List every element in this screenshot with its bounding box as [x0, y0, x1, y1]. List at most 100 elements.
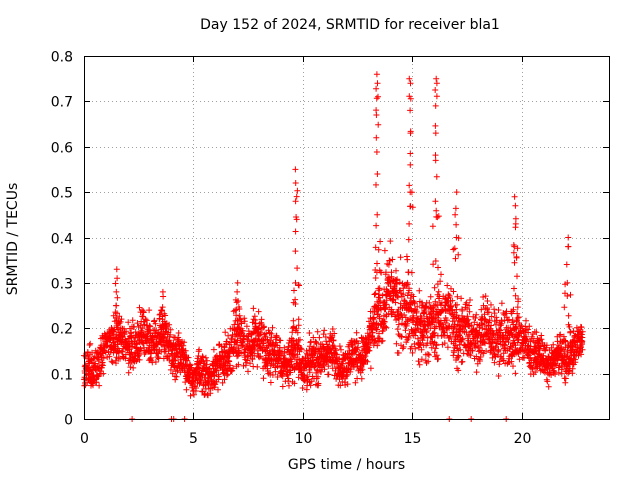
- data-point: [485, 309, 492, 316]
- data-point: [459, 335, 466, 342]
- data-point: [433, 75, 440, 82]
- data-point: [130, 364, 137, 371]
- y-tick-label: 0.7: [51, 95, 73, 111]
- data-point: [408, 269, 415, 276]
- data-point: [283, 371, 290, 378]
- x-axis-label: GPS time / hours: [287, 457, 406, 473]
- data-point: [515, 314, 522, 321]
- data-point: [395, 350, 402, 356]
- data-point: [505, 339, 512, 346]
- data-point: [292, 166, 299, 173]
- data-point: [550, 341, 557, 348]
- data-point: [578, 324, 585, 331]
- data-point: [89, 359, 96, 366]
- data-point: [176, 336, 183, 343]
- data-point: [291, 287, 297, 294]
- data-point: [529, 333, 536, 340]
- data-point: [256, 354, 263, 361]
- data-point: [509, 317, 516, 324]
- data-point: [291, 363, 298, 370]
- data-point: [407, 150, 414, 157]
- data-point: [407, 203, 414, 210]
- data-point: [316, 334, 323, 341]
- data-point: [152, 320, 159, 327]
- data-point: [96, 382, 103, 389]
- data-point: [379, 337, 386, 344]
- data-point: [572, 359, 579, 366]
- data-point: [373, 71, 380, 78]
- data-point: [407, 107, 414, 114]
- data-point: [533, 329, 540, 336]
- data-point: [376, 267, 383, 274]
- data-point: [514, 315, 521, 321]
- data-point: [306, 369, 313, 376]
- data-point: [402, 327, 409, 334]
- data-point: [400, 285, 407, 292]
- data-point: [292, 180, 299, 186]
- y-axis-label: SRMTID / TECUs: [5, 182, 21, 296]
- data-point: [510, 249, 517, 256]
- data-point: [142, 316, 149, 323]
- data-point: [495, 307, 502, 313]
- data-point: [372, 275, 379, 281]
- data-point: [388, 273, 395, 280]
- data-point: [404, 292, 411, 299]
- data-point: [295, 337, 302, 344]
- data-point: [510, 363, 516, 370]
- data-point: [241, 315, 248, 322]
- data-point: [435, 355, 442, 362]
- data-point: [233, 312, 240, 319]
- data-point: [184, 357, 191, 364]
- data-point: [435, 264, 441, 271]
- data-point: [466, 302, 473, 309]
- data-point: [483, 348, 490, 355]
- data-point: [401, 297, 408, 304]
- data-point: [274, 374, 281, 380]
- data-point: [159, 304, 166, 311]
- data-point: [268, 330, 275, 337]
- data-point: [394, 276, 401, 283]
- data-point: [181, 339, 188, 346]
- data-point: [223, 338, 230, 345]
- data-point: [442, 302, 449, 309]
- data-point: [538, 336, 545, 343]
- data-point: [373, 222, 380, 229]
- data-point: [418, 346, 425, 353]
- data-point: [375, 338, 382, 345]
- data-point: [392, 299, 399, 306]
- data-point: [382, 306, 389, 313]
- y-tick-label: 0: [64, 413, 73, 429]
- data-point: [294, 329, 301, 336]
- data-point: [359, 338, 366, 345]
- data-point: [374, 260, 380, 267]
- data-point: [512, 202, 519, 209]
- data-point: [314, 328, 321, 335]
- data-point: [109, 359, 116, 366]
- data-point: [376, 330, 382, 337]
- data-point: [565, 321, 572, 328]
- data-point: [374, 326, 380, 333]
- data-point: [433, 80, 440, 87]
- data-point: [511, 285, 517, 292]
- data-point: [234, 325, 241, 332]
- data-point: [313, 340, 320, 347]
- data-point: [185, 354, 192, 361]
- data-point: [518, 322, 525, 329]
- data-point: [508, 331, 515, 337]
- data-point: [525, 329, 532, 336]
- data-point: [255, 308, 262, 315]
- data-point: [226, 358, 233, 365]
- data-point: [213, 367, 220, 374]
- data-point: [484, 298, 491, 304]
- data-point: [469, 347, 476, 354]
- data-point: [523, 317, 529, 324]
- data-point: [452, 211, 459, 218]
- data-point: [145, 337, 152, 344]
- data-point: [565, 312, 572, 319]
- data-point: [511, 259, 518, 266]
- data-point: [543, 344, 550, 351]
- y-tick-label: 0.8: [51, 50, 73, 66]
- data-point: [360, 361, 367, 368]
- data-point: [432, 258, 439, 264]
- data-point: [241, 318, 248, 325]
